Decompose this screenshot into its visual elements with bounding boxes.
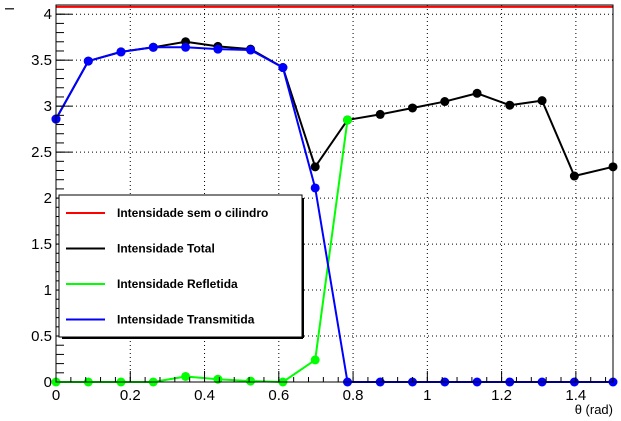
x-tick-label: 0 [52,387,60,404]
data-point [407,103,417,113]
data-point [310,183,320,193]
legend-label: Intensidade Total [117,242,215,256]
y-tick-label: 0 [44,374,52,391]
y-tick-label: 3 [44,98,52,115]
data-point [181,42,191,52]
data-point [213,44,223,54]
x-tick-label: 1.4 [565,387,586,404]
data-point [472,88,482,98]
legend-label: Intensidade Transmitida [117,313,255,327]
legend-entry: Intensidade Transmitida [66,313,255,327]
legend-entry: Intensidade Total [66,242,215,256]
data-point [246,376,256,386]
data-point [505,100,515,110]
y-tick-label: 2 [44,190,52,207]
legend-entry: Intensidade sem o cilindro [66,206,268,220]
x-tick-label: 0.2 [120,387,141,404]
x-tick-label: 0.6 [268,387,289,404]
data-point [181,371,191,381]
y-tick-label: 3.5 [31,52,52,69]
legend-label: Intensidade Refletida [117,277,238,291]
legend: Intensidade sem o cilindro Intensidade To… [58,194,304,339]
data-point [246,45,256,55]
data-point [310,355,320,365]
x-axis-title: θ (rad) [575,402,613,417]
data-point [148,42,158,52]
y-tick-label: 2.5 [31,144,52,161]
data-point [116,47,126,57]
y-tick-label: 1 [44,282,52,299]
legend-label: Intensidade sem o cilindro [117,206,268,220]
series-intensidade-total [51,37,618,181]
data-point [310,162,320,172]
y-tick-label: 4 [44,6,52,23]
legend-box [58,194,303,338]
y-axis-title: I [2,7,17,11]
x-tick-label: 1.2 [491,387,512,404]
data-point [278,63,288,73]
series-line [55,40,614,178]
data-point [569,171,579,181]
x-tick-label: 0.8 [343,387,364,404]
data-point [440,97,450,107]
x-tick-label: 1 [423,387,431,404]
data-point [213,374,223,384]
data-point [83,56,93,66]
plot-frame [55,4,614,383]
x-tick-label: 0.4 [194,387,215,404]
y-tick-label: 0.5 [31,328,52,345]
data-point [375,109,385,119]
data-point [342,115,352,125]
data-point [537,96,547,106]
legend-entry: Intensidade Refletida [66,277,238,291]
y-tick-label: 1.5 [31,236,52,253]
